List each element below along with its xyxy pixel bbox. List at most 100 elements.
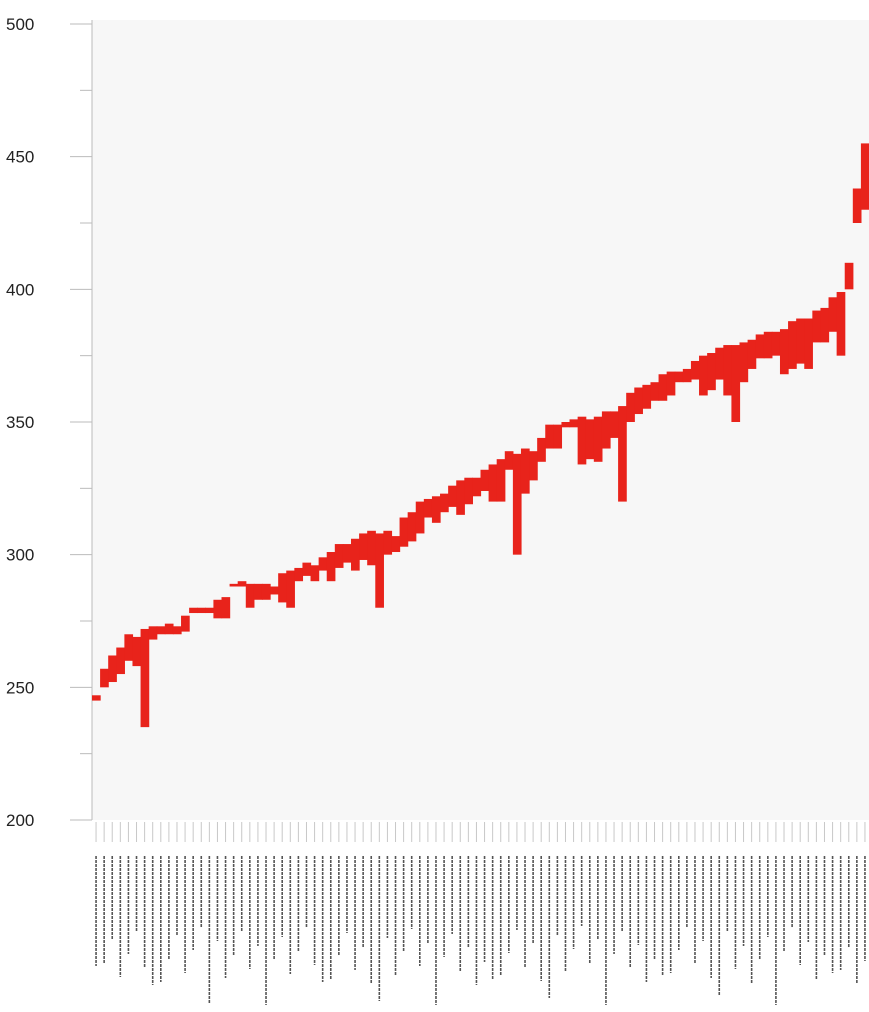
bar	[852, 188, 862, 223]
bar	[148, 626, 158, 640]
bar	[804, 318, 813, 369]
bar	[512, 453, 522, 555]
bar	[488, 464, 498, 502]
bar	[229, 583, 239, 587]
x-tick-labels	[95, 856, 866, 1005]
bar	[213, 599, 223, 619]
bar	[124, 634, 134, 661]
bar	[92, 695, 101, 701]
bar	[537, 437, 546, 462]
bar	[707, 353, 716, 391]
bar	[310, 565, 320, 582]
bar	[626, 392, 635, 422]
bar	[472, 477, 482, 497]
y-tick-label: 200	[6, 811, 34, 830]
bar	[415, 501, 425, 534]
bar	[383, 530, 393, 555]
bar	[351, 538, 360, 571]
bar	[318, 557, 328, 571]
bar	[658, 374, 668, 401]
bar	[755, 334, 765, 359]
bar	[860, 143, 869, 210]
bar	[561, 422, 571, 428]
bar	[294, 567, 304, 582]
bar	[747, 339, 757, 369]
bar	[771, 331, 781, 356]
bar	[116, 647, 125, 675]
bar	[189, 607, 198, 614]
bar	[577, 416, 587, 465]
bar	[844, 262, 854, 290]
bar	[796, 318, 805, 364]
bar	[610, 411, 619, 438]
y-tick-label: 400	[6, 280, 34, 299]
bar	[836, 291, 846, 356]
bar	[496, 459, 506, 502]
bar-series	[92, 143, 869, 728]
bar	[553, 424, 563, 449]
y-axis: 200 250 300 350 400 450 500	[6, 15, 93, 830]
bar	[690, 360, 700, 380]
bar	[100, 668, 109, 688]
bar	[788, 321, 797, 369]
bar	[440, 493, 449, 513]
bar	[164, 623, 174, 635]
bar	[593, 416, 603, 462]
bar	[326, 552, 336, 582]
bar	[618, 406, 627, 502]
x-ticks	[95, 822, 866, 842]
bar	[456, 480, 465, 515]
bar	[650, 382, 660, 401]
bar	[464, 477, 473, 505]
bar	[253, 583, 263, 600]
bar	[261, 583, 271, 600]
bar	[812, 310, 822, 343]
bar	[731, 345, 741, 422]
bar	[820, 307, 830, 343]
bar	[221, 597, 231, 619]
bar	[286, 570, 295, 608]
y-tick-label: 450	[6, 148, 34, 167]
bar	[407, 512, 417, 542]
bar	[181, 615, 190, 632]
bar	[172, 626, 182, 635]
y-tick-label: 300	[6, 546, 34, 565]
y-tick-label: 250	[6, 678, 34, 697]
bar	[601, 411, 611, 449]
y-minor-ticks	[80, 89, 92, 755]
bar	[763, 331, 773, 359]
bar	[270, 586, 279, 595]
bar	[278, 573, 287, 603]
bar	[674, 371, 684, 383]
bar	[399, 517, 409, 547]
bar	[545, 424, 554, 449]
bar	[480, 469, 490, 491]
bar	[699, 355, 708, 396]
bar	[140, 628, 150, 728]
bar	[302, 562, 312, 576]
plot-background	[92, 20, 869, 820]
bar	[197, 607, 206, 614]
bar	[529, 451, 538, 481]
bar	[828, 297, 838, 332]
bar	[359, 533, 368, 560]
bar	[520, 448, 530, 494]
bar	[642, 384, 652, 409]
bar	[569, 419, 579, 428]
bar	[108, 655, 117, 683]
bar	[682, 368, 692, 383]
bar	[666, 371, 676, 396]
bar	[132, 636, 142, 667]
y-tick-label: 500	[6, 15, 34, 34]
bar	[634, 387, 643, 415]
bar	[245, 583, 255, 608]
bar	[334, 544, 344, 568]
bar	[375, 533, 384, 608]
bar	[342, 544, 352, 563]
bar	[715, 347, 724, 380]
bar	[205, 607, 214, 614]
bar	[431, 496, 441, 523]
bar	[739, 342, 749, 383]
bar	[237, 581, 247, 587]
